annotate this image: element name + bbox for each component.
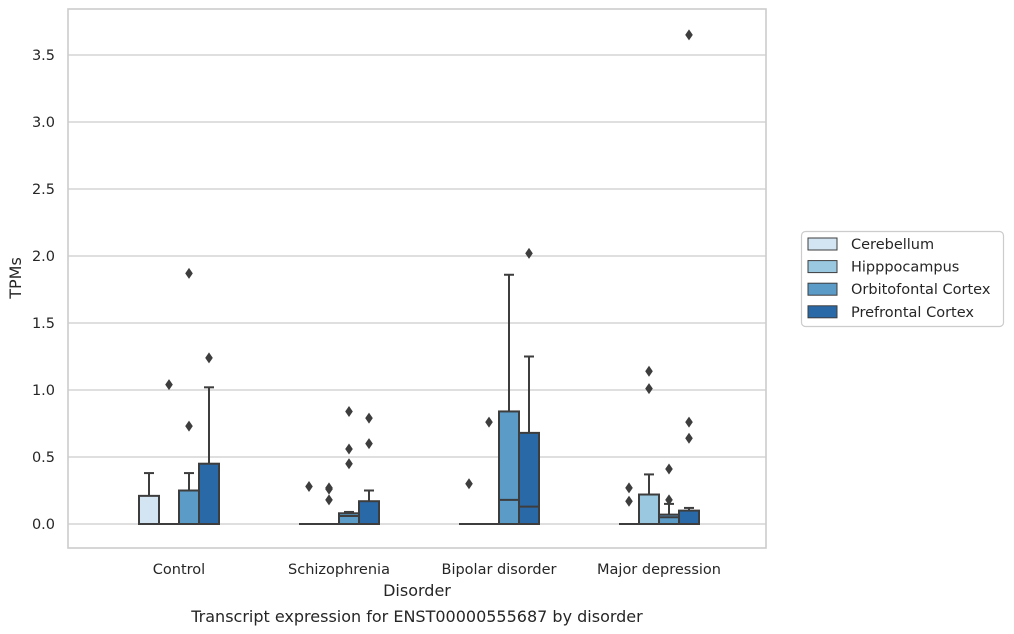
plot-frame [67, 8, 767, 549]
boxes [138, 29, 700, 526]
outlier-point [205, 352, 213, 364]
box-2-2 [498, 273, 520, 525]
y-tick-labels: 0.0 0.5 1.0 1.5 2.0 2.5 3.0 3.5 [32, 48, 55, 533]
legend: Cerebellum Hipppocampus Orbitofontal Corte… [800, 230, 1005, 328]
outlier-point [345, 458, 353, 470]
box-body [638, 493, 660, 525]
box-0-1 [299, 480, 319, 525]
outlier-point [185, 420, 193, 432]
y-tick-label: 0.5 [32, 450, 55, 466]
box-body [178, 489, 200, 525]
y-tick-label: 1.0 [32, 383, 55, 399]
y-axis-title: TPMs [6, 257, 25, 300]
legend-label: Hipppocampus [851, 260, 959, 276]
outlier-point [365, 412, 373, 424]
box-0-3 [619, 482, 639, 525]
box-2-0 [178, 267, 200, 525]
outlier-point [525, 247, 533, 259]
y-tick-label: 1.5 [32, 316, 55, 332]
y-tick-label: 2.5 [32, 182, 55, 198]
y-tick-label: 3.0 [32, 115, 55, 131]
outlier-point [665, 494, 673, 506]
box-3-1 [358, 412, 380, 526]
box-3-3 [678, 29, 700, 526]
box-1-3 [638, 365, 660, 525]
legend-swatch [807, 260, 838, 274]
y-tick-label: 0.0 [32, 517, 55, 533]
outlier-point [185, 267, 193, 279]
box-body [518, 431, 540, 526]
outlier-point [685, 29, 693, 41]
outlier-point [625, 495, 633, 507]
outlier-point [685, 416, 693, 428]
box-body [138, 494, 160, 525]
box-body [338, 512, 360, 526]
outlier-point [645, 383, 653, 395]
legend-box [800, 230, 1005, 328]
x-tick-label: Major depression [597, 562, 721, 578]
legend-swatch [807, 282, 838, 296]
outlier-point [625, 482, 633, 494]
x-axis-title: Disorder [383, 581, 451, 600]
chart-caption: Transcript expression for ENST0000055568… [190, 607, 643, 626]
outlier-point [665, 463, 673, 475]
box-2-1 [338, 405, 360, 526]
outlier-point [165, 379, 173, 391]
y-tick-label: 3.5 [32, 48, 55, 64]
legend-swatch [807, 237, 838, 251]
box-body [658, 513, 680, 525]
box-body [358, 500, 380, 526]
box-body [498, 410, 520, 525]
outlier-point [345, 405, 353, 417]
x-tick-label: Control [153, 562, 205, 578]
outlier-point [325, 483, 333, 495]
outlier-point [345, 443, 353, 455]
outlier-point [645, 365, 653, 377]
legend-label: Cerebellum [851, 237, 934, 253]
outlier-point [685, 432, 693, 444]
outlier-point [365, 438, 373, 450]
box-body [678, 509, 700, 526]
box-1-0 [159, 379, 179, 525]
outlier-point [465, 478, 473, 490]
box-3-2 [518, 247, 540, 526]
outlier-point [485, 416, 493, 428]
plot-border [67, 8, 767, 549]
x-tick-labels: Control Schizophrenia Bipolar disorder Majo… [153, 562, 721, 578]
x-tick-label: Bipolar disorder [442, 562, 557, 578]
legend-label: Orbitofontal Cortex [851, 282, 991, 298]
box-1-1 [319, 482, 339, 525]
y-tick-label: 2.0 [32, 249, 55, 265]
legend-swatch [807, 305, 838, 319]
box-0-2 [459, 478, 479, 525]
box-0-0 [138, 472, 160, 525]
outlier-point [305, 480, 313, 492]
box-3-0 [198, 352, 220, 526]
x-tick-label: Schizophrenia [288, 562, 390, 578]
box-body [198, 462, 220, 526]
outlier-point [325, 494, 333, 506]
legend-label: Prefrontal Cortex [851, 305, 974, 321]
box-1-2 [479, 416, 499, 525]
